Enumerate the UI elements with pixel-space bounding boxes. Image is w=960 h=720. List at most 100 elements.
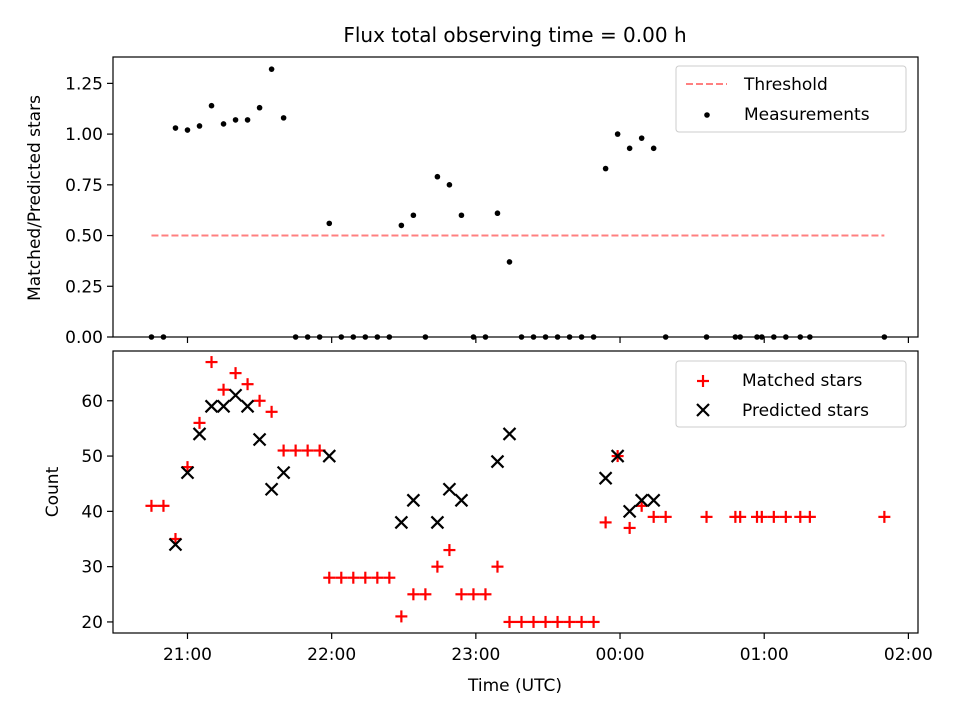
y-tick-label: 0.25 — [65, 277, 103, 297]
predicted-stars-point — [502, 427, 517, 441]
measurement-point — [326, 220, 333, 227]
bottom-y-ticks: 20 30 40 50 60 — [81, 392, 113, 633]
top-y-ticks: 0.00 0.25 0.50 0.75 1.00 1.25 — [65, 74, 113, 348]
matched-stars-point — [145, 499, 158, 512]
predicted-stars-point — [264, 482, 279, 497]
matched-stars-point — [157, 499, 170, 512]
matched-stars-point — [599, 516, 612, 529]
predicted-stars-point — [442, 482, 457, 497]
matched-stars-point — [193, 416, 206, 429]
matched-stars-point — [878, 510, 891, 523]
predicted-stars-point — [276, 465, 291, 480]
matched-stars-point — [383, 571, 396, 584]
matched-stars-point — [623, 521, 636, 534]
measurement-point — [280, 115, 287, 121]
measurement-point — [208, 102, 215, 109]
matched-stars-point — [229, 367, 242, 380]
bottom-legend: Matched stars Predicted stars — [675, 360, 907, 428]
measurement-point — [244, 117, 251, 123]
matched-stars-point — [395, 610, 408, 623]
matched-stars-point — [265, 405, 278, 418]
measurement-point — [602, 165, 609, 172]
y-tick-label: 30 — [81, 558, 103, 578]
bottom-y-axis-label: Count — [43, 466, 63, 517]
matched-stars-point — [205, 356, 218, 369]
measurement-point — [458, 212, 465, 219]
y-tick-label: 1.25 — [65, 74, 103, 94]
matched-stars-point — [323, 571, 336, 584]
legend-measurements-label: Measurements — [744, 105, 870, 125]
y-tick-label: 0.50 — [65, 227, 103, 247]
predicted-stars-point — [646, 493, 661, 508]
measurement-point — [506, 259, 513, 265]
matched-stars-point — [767, 510, 780, 523]
legend-matched-label: Matched stars — [742, 371, 862, 391]
legend-threshold-label: Threshold — [743, 75, 828, 95]
y-tick-label: 1.00 — [65, 125, 103, 145]
matched-stars-point — [700, 510, 713, 523]
matched-stars-point — [503, 615, 516, 628]
measurement-point — [494, 210, 501, 217]
predicted-stars-point — [216, 399, 231, 414]
top-panel: Flux total observing time = 0.00 h Match… — [25, 23, 919, 348]
matched-stars-point — [241, 378, 254, 391]
x-axis-label: Time (UTC) — [467, 676, 562, 696]
x-tick-label: 21:00 — [163, 645, 212, 665]
x-tick-label: 23:00 — [451, 645, 500, 665]
matched-stars-point — [371, 571, 384, 584]
matched-stars-point — [467, 588, 480, 601]
top-axes-frame — [112, 56, 919, 338]
predicted-stars-point — [490, 454, 505, 469]
matched-stars-point — [335, 571, 348, 584]
matched-stars-point — [647, 510, 660, 523]
bottom-panel: Count Time (UTC) 20 30 40 50 60 21:00 22:00 23… — [43, 350, 933, 696]
top-x-ticks — [186, 337, 909, 343]
predicted-stars-point — [430, 515, 445, 530]
predicted-stars-point — [180, 465, 195, 480]
measurement-point — [650, 145, 657, 152]
matched-stars-point — [253, 394, 266, 407]
y-tick-label: 60 — [81, 392, 103, 412]
matched-stars-point — [755, 510, 768, 523]
measurement-point — [232, 117, 239, 123]
legend-measurements-swatch — [704, 112, 710, 118]
matched-stars-point — [734, 510, 747, 523]
matched-stars-point — [803, 510, 816, 523]
matched-stars-point — [575, 615, 588, 628]
top-legend: Threshold Measurements — [675, 65, 907, 133]
measurement-point — [268, 66, 275, 72]
predicted-stars-point — [634, 493, 649, 508]
measurement-point — [196, 123, 203, 129]
measurement-point — [614, 131, 621, 137]
matched-stars-point — [551, 615, 564, 628]
bottom-axes-frame — [112, 350, 919, 634]
measurement-point — [626, 145, 633, 152]
predicted-stars-point — [454, 493, 469, 508]
measurement-point — [434, 173, 441, 180]
matched-stars-point — [301, 444, 314, 457]
x-tick-label: 22:00 — [307, 645, 356, 665]
bottom-plot-area — [145, 356, 891, 628]
matched-stars-point — [455, 588, 468, 601]
x-tick-label: 01:00 — [740, 645, 789, 665]
legend-predicted-swatch — [696, 403, 710, 417]
matched-stars-point — [563, 615, 576, 628]
measurement-point — [172, 125, 179, 131]
matched-stars-point — [539, 615, 552, 628]
matched-stars-point — [289, 444, 302, 457]
matched-stars-point — [479, 588, 492, 601]
matched-stars-point — [359, 571, 372, 584]
matched-stars-point — [527, 615, 540, 628]
bottom-legend-frame — [675, 360, 907, 428]
matched-stars-point — [419, 588, 432, 601]
y-tick-label: 0.75 — [65, 176, 103, 196]
matched-stars-point — [491, 560, 504, 573]
matched-stars-point — [217, 383, 230, 396]
predicted-stars-point — [610, 449, 625, 463]
y-tick-label: 50 — [81, 447, 103, 467]
matched-stars-point — [515, 615, 528, 628]
predicted-stars-point — [394, 515, 409, 530]
predicted-stars-point — [406, 493, 421, 508]
predicted-stars-point — [228, 388, 243, 403]
matched-stars-point — [407, 588, 420, 601]
